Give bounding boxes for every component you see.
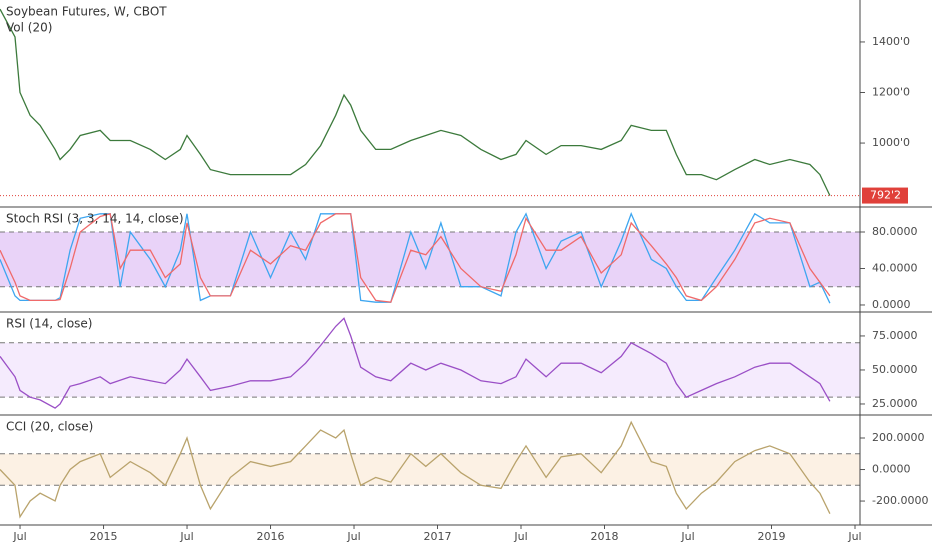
band-fill bbox=[0, 453, 860, 486]
y-tick-label: 1200'0 bbox=[872, 86, 910, 99]
pane-title: Stoch RSI (3, 3, 14, 14, close) bbox=[6, 212, 184, 226]
last-price-box bbox=[862, 187, 908, 204]
last-price-label: 792'2 bbox=[870, 189, 901, 202]
x-tick-label: Jul bbox=[847, 530, 861, 543]
series-line bbox=[0, 317, 831, 409]
x-tick-label: Jul bbox=[513, 530, 527, 543]
x-tick-label: 2015 bbox=[90, 530, 118, 543]
x-tick-label: Jul bbox=[12, 530, 26, 543]
y-tick-label: 1000'0 bbox=[872, 136, 910, 149]
x-tick-label: 2016 bbox=[257, 530, 285, 543]
series-line bbox=[0, 8, 831, 196]
x-tick-label: 2017 bbox=[424, 530, 452, 543]
x-tick-label: Jul bbox=[680, 530, 694, 543]
y-tick-label: 1400'0 bbox=[872, 35, 910, 48]
x-tick-label: Jul bbox=[179, 530, 193, 543]
y-tick-label: 0.0000 bbox=[872, 463, 911, 476]
y-tick-label: 25.0000 bbox=[872, 397, 918, 410]
pane-title: RSI (14, close) bbox=[6, 317, 92, 331]
y-tick-label: 50.0000 bbox=[872, 363, 918, 376]
y-tick-label: 80.0000 bbox=[872, 225, 918, 238]
y-tick-label: 200.0000 bbox=[872, 431, 925, 444]
band-fill bbox=[0, 342, 860, 398]
pane-title: Soybean Futures, W, CBOT bbox=[6, 5, 167, 19]
pane-title: CCI (20, close) bbox=[6, 420, 93, 434]
pane-subtitle: Vol (20) bbox=[6, 21, 52, 35]
y-tick-label: 75.0000 bbox=[872, 329, 918, 342]
series-line bbox=[0, 420, 831, 519]
y-tick-label: -200.0000 bbox=[872, 494, 928, 507]
x-tick-label: 2019 bbox=[757, 530, 785, 543]
y-tick-label: 40.0000 bbox=[872, 261, 918, 274]
series-line bbox=[0, 212, 831, 304]
series-line bbox=[0, 212, 831, 303]
x-tick-label: Jul bbox=[346, 530, 360, 543]
y-tick-label: 0.0000 bbox=[872, 298, 911, 311]
x-tick-label: 2018 bbox=[591, 530, 619, 543]
